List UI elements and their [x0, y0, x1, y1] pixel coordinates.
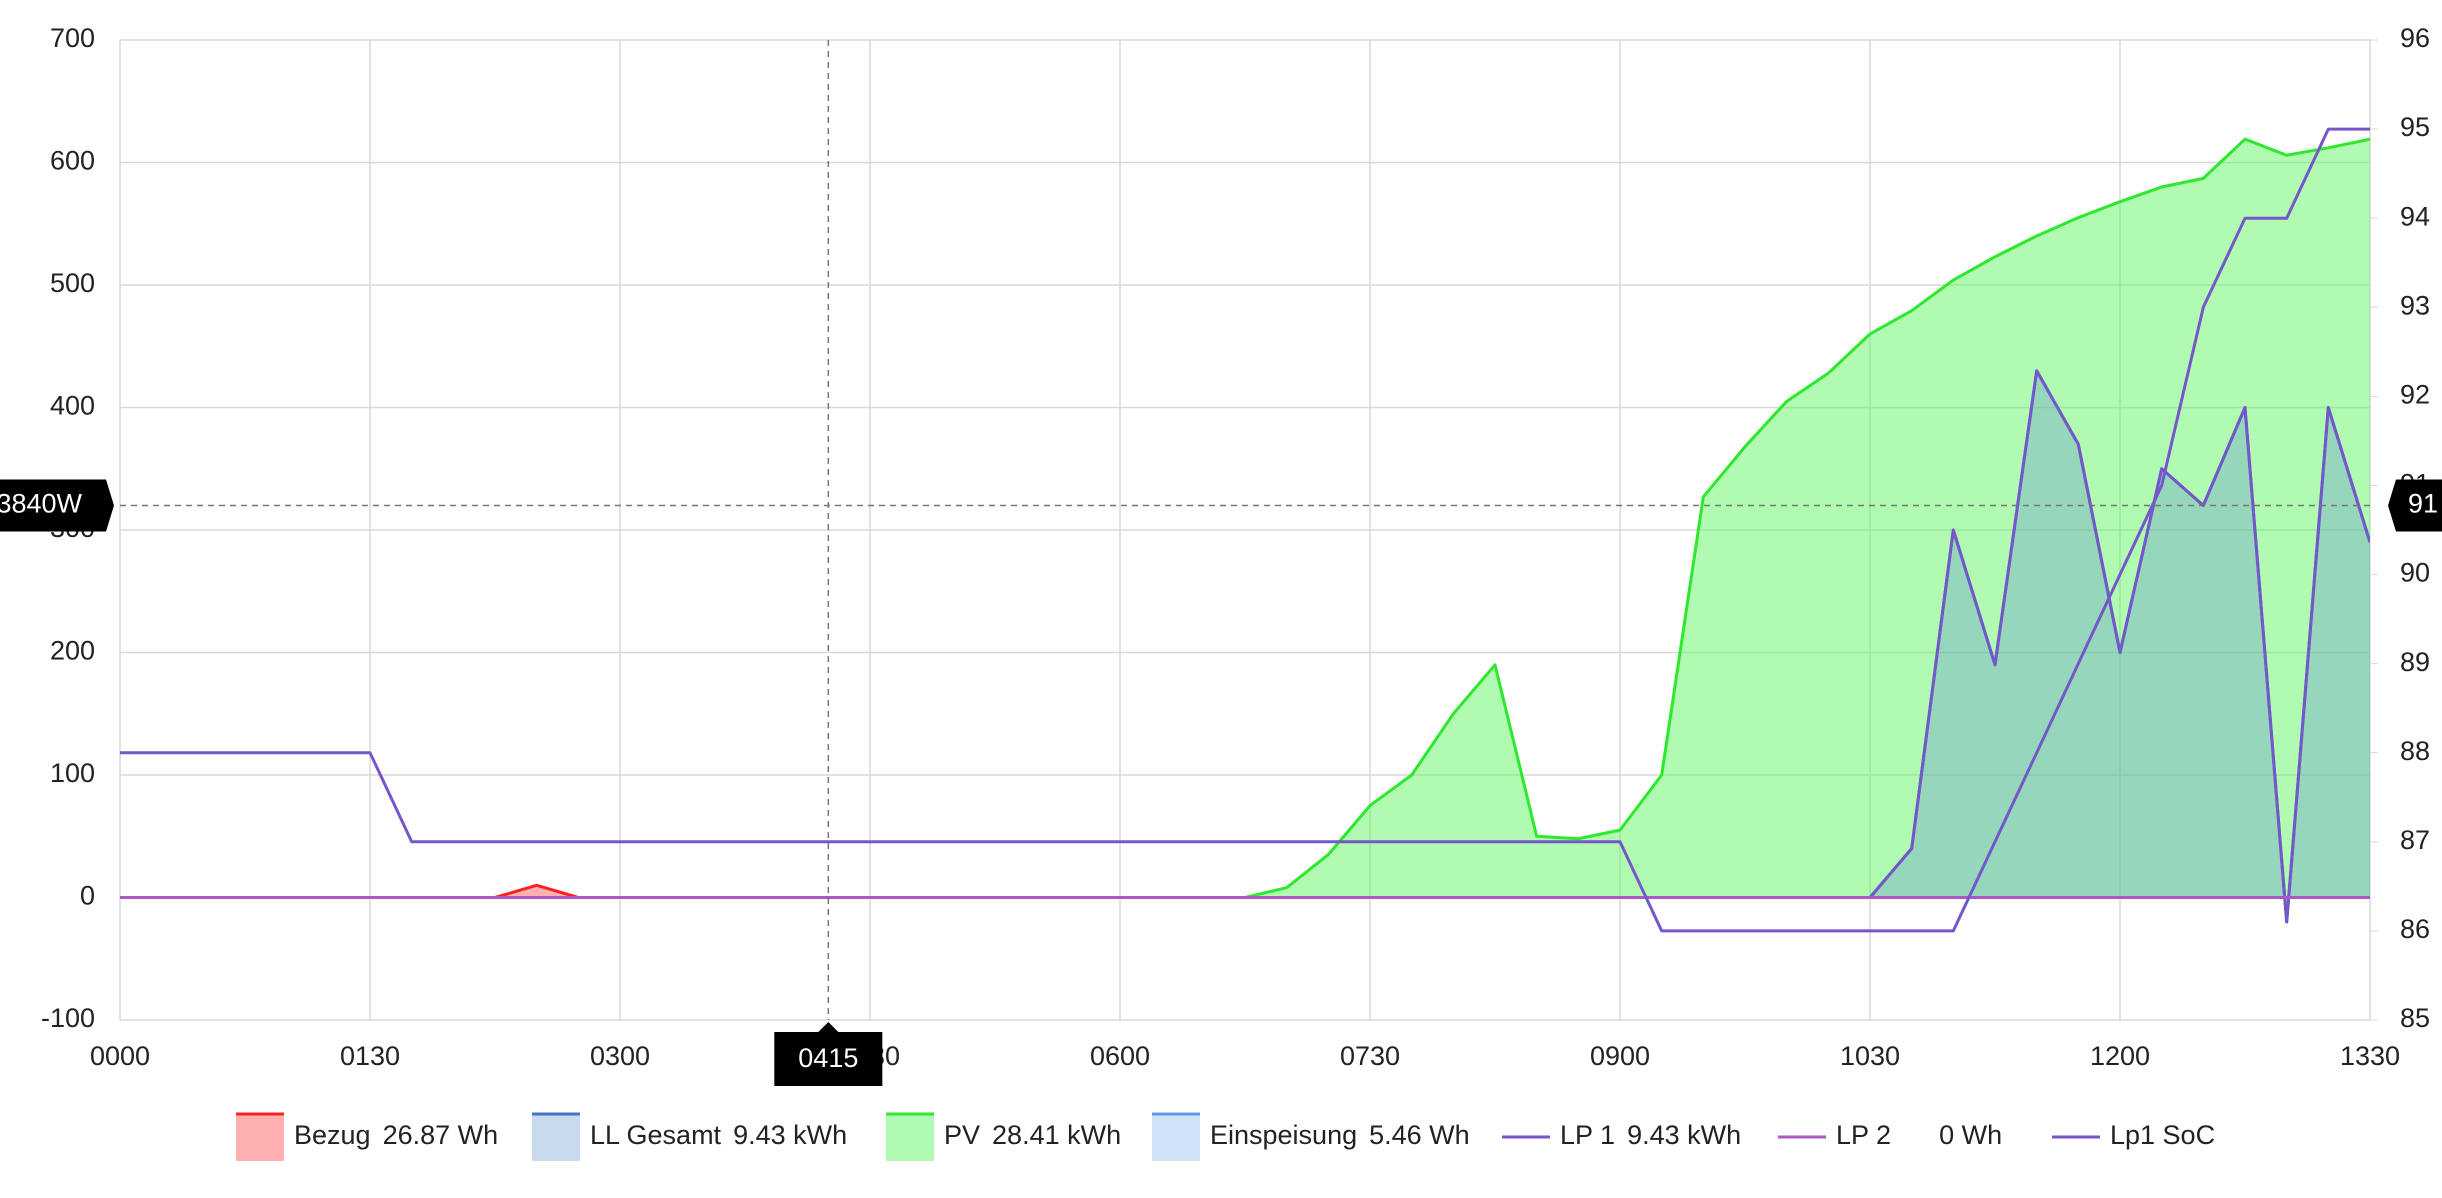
legend-label: Einspeisung: [1210, 1120, 1357, 1150]
crosshair-y2-label: 91: [2408, 489, 2438, 519]
y-tick-label: 200: [50, 636, 95, 666]
overlay: 0415 3840W 91 Bezug 26.87 Wh LL Gesamt 9.43 kW…: [0, 40, 2442, 1161]
legend-label: PV: [944, 1120, 980, 1150]
legend-value: 26.87 Wh: [383, 1120, 499, 1150]
crosshair-y2-box: [2388, 479, 2442, 532]
y2-tick-label: 90: [2400, 558, 2430, 588]
y2-tick-label: 95: [2400, 112, 2430, 142]
series-line: [120, 127, 2370, 933]
x-tick-label: 0300: [590, 1041, 650, 1071]
legend-value: 0 Wh: [1939, 1120, 2002, 1150]
area-fill: [120, 139, 2370, 898]
y2-tick-label: 92: [2400, 379, 2430, 409]
y2-tick-label: 88: [2400, 736, 2430, 766]
legend-label: LL Gesamt: [590, 1120, 722, 1150]
plot-area: [120, 127, 2370, 933]
legend-label: Lp1 SoC: [2110, 1120, 2215, 1150]
crosshair-y-label: 3840W: [0, 489, 83, 519]
y2-tick-label: 85: [2400, 1003, 2430, 1033]
y-tick-label: 500: [50, 268, 95, 298]
x-tick-label: 1330: [2340, 1041, 2400, 1071]
legend-value: 28.41 kWh: [992, 1120, 1121, 1150]
x-tick-label: 0000: [90, 1041, 150, 1071]
y-tick-label: 400: [50, 391, 95, 421]
x-tick-label: 1200: [2090, 1041, 2150, 1071]
legend-value: 5.46 Wh: [1369, 1120, 1470, 1150]
area-fill: [120, 370, 2370, 922]
legend-swatch: [886, 1113, 934, 1161]
legend-label: LP 2: [1836, 1120, 1891, 1150]
legend-label: Bezug: [294, 1120, 371, 1150]
y-tick-label: 100: [50, 758, 95, 788]
y2-tick-label: 93: [2400, 290, 2430, 320]
legend-label: LP 1: [1560, 1120, 1615, 1150]
y2-tick-label: 94: [2400, 201, 2430, 231]
y2-tick-label: 87: [2400, 825, 2430, 855]
crosshair-y-box: [0, 479, 114, 532]
crosshair-x-label: 0415: [798, 1043, 858, 1073]
y2-tick-label: 96: [2400, 23, 2430, 53]
legend-swatch: [1152, 1113, 1200, 1161]
y-tick-label: -100: [41, 1003, 95, 1033]
x-tick-label: 0130: [340, 1041, 400, 1071]
x-tick-label: 0730: [1340, 1041, 1400, 1071]
legend-swatch: [236, 1113, 284, 1161]
legend-value: 9.43 kWh: [1627, 1120, 1741, 1150]
y2-tick-label: 86: [2400, 914, 2430, 944]
crosshair-x-box: [774, 1022, 883, 1086]
y-tick-label: 600: [50, 146, 95, 176]
x-tick-label: 0900: [1590, 1041, 1650, 1071]
y-tick-label: 700: [50, 23, 95, 53]
legend-swatch: [532, 1113, 580, 1161]
legend-value: 9.43 kWh: [733, 1120, 847, 1150]
y-tick-label: 0: [80, 881, 95, 911]
x-tick-label: 1030: [1840, 1041, 1900, 1071]
x-tick-label: 0600: [1090, 1041, 1150, 1071]
y2-tick-label: 89: [2400, 647, 2430, 677]
